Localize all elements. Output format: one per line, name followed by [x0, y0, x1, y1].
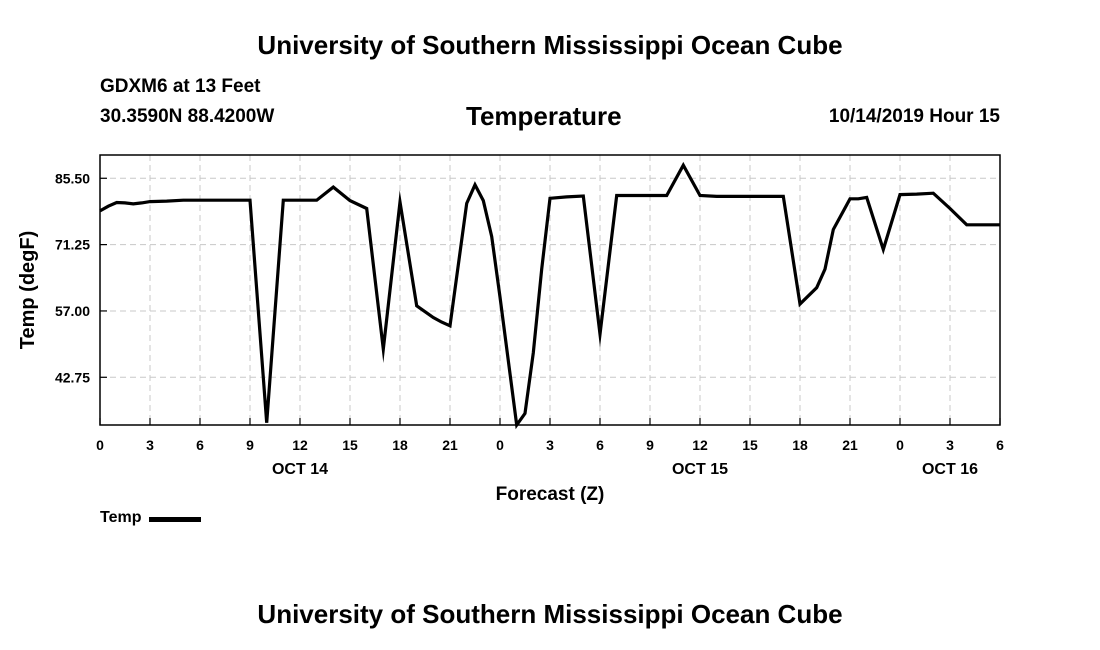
x-tick-label: 12	[292, 437, 308, 453]
x-tick-label: 6	[596, 437, 604, 453]
coordinates-label: 30.3590N 88.4200W	[100, 106, 275, 127]
series-layer	[99, 161, 1000, 430]
legend-swatch	[149, 517, 202, 522]
x-tick-label: 15	[342, 437, 358, 453]
datetime-label: 10/14/2019 Hour 15	[828, 106, 1000, 127]
tick-layer: 0 3 6 9 12 15 18 21 0 3 6 9 12 15 18 21 0 3 6 42.75 57.00 71.…	[55, 170, 1004, 478]
x-tick-label: 15	[742, 437, 758, 453]
page-title-bottom: University of Southern Mississippi Ocean…	[257, 599, 843, 629]
y-tick-label: 57.00	[55, 303, 90, 319]
x-axis-label: Forecast (Z)	[496, 484, 605, 505]
date-label: OCT 14	[272, 461, 328, 478]
x-tick-label: 12	[692, 437, 708, 453]
x-tick-label: 21	[442, 437, 458, 453]
page-title-top: University of Southern Mississippi Ocean…	[257, 30, 843, 60]
y-tick-label: 71.25	[55, 237, 90, 253]
x-tick-label: 3	[546, 437, 554, 453]
x-tick-label: 21	[842, 437, 858, 453]
x-tick-label: 9	[646, 437, 654, 453]
x-tick-label: 18	[792, 437, 808, 453]
grid-layer	[100, 155, 1000, 425]
legend: Temp	[100, 509, 202, 527]
x-tick-label: 6	[996, 437, 1004, 453]
date-label: OCT 15	[672, 461, 728, 478]
x-tick-label: 6	[196, 437, 204, 453]
series-line-temp	[99, 161, 1000, 430]
y-tick-label: 42.75	[55, 369, 90, 385]
chart-title: Temperature	[466, 101, 622, 131]
x-tick-label: 0	[496, 437, 504, 453]
y-axis-label: Temp (degF)	[17, 231, 39, 350]
x-tick-label: 3	[146, 437, 154, 453]
x-tick-label: 18	[392, 437, 408, 453]
legend-label: Temp	[100, 509, 142, 526]
x-tick-label: 3	[946, 437, 954, 453]
station-label: GDXM6 at 13 Feet	[100, 76, 261, 97]
date-label: OCT 16	[922, 461, 978, 478]
x-tick-label: 9	[246, 437, 254, 453]
y-tick-label: 85.50	[55, 170, 90, 186]
x-tick-label: 0	[896, 437, 904, 453]
x-tick-label: 0	[96, 437, 104, 453]
